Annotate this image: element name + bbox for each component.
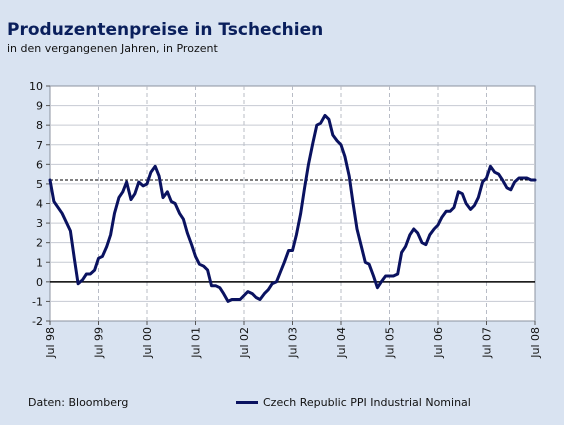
- series-line-czech-ppi: [48, 113, 537, 303]
- chart-title: Produzentenpreise in Tschechien: [7, 20, 324, 40]
- y-tick-label: -1: [32, 295, 43, 308]
- legend-label: Czech Republic PPI Industrial Nominal: [263, 396, 471, 409]
- y-tick-label: 2: [36, 237, 43, 250]
- y-tick-label: 1: [36, 256, 43, 269]
- x-tick-label: Jul 04: [335, 327, 348, 359]
- y-tick-label: -2: [32, 315, 43, 328]
- x-tick-label: Jul 03: [287, 327, 300, 359]
- x-tick-label: Jul 00: [141, 327, 154, 359]
- x-tick-label: Jul 99: [93, 327, 106, 359]
- legend: Czech Republic PPI Industrial Nominal: [236, 396, 471, 409]
- y-tick-label: 4: [36, 198, 43, 211]
- y-tick-label: 9: [36, 100, 43, 113]
- x-tick-label: Jul 02: [238, 327, 251, 359]
- x-tick-label: Jul 06: [432, 327, 445, 359]
- y-tick-label: 6: [36, 158, 43, 171]
- x-tick-label: Jul 08: [529, 327, 542, 359]
- y-tick-label: 5: [36, 178, 43, 191]
- x-tick-label: Jul 05: [384, 327, 397, 359]
- data-source-note: Daten: Bloomberg: [28, 396, 129, 409]
- y-tick-label: 0: [36, 276, 43, 289]
- y-tick-label: 7: [36, 139, 43, 152]
- y-tick-label: 3: [36, 217, 43, 230]
- y-tick-label: 10: [29, 80, 43, 93]
- x-tick-label: Jul 07: [481, 327, 494, 359]
- y-tick-label: 8: [36, 119, 43, 132]
- reference-lines: [50, 179, 535, 283]
- chart-subtitle: in den vergangenen Jahren, in Prozent: [7, 42, 218, 55]
- x-tick-label: Jul 98: [44, 327, 57, 359]
- series-layer: [48, 113, 537, 303]
- legend-swatch: [236, 401, 258, 404]
- x-tick-labels: Jul 98 Jul 99 Jul 00 Jul 01 Jul 02 Jul 03 Jul …: [44, 327, 542, 359]
- y-tick-labels: -2 -1 0 1 2 3 4 5 6 7 8 9 10: [29, 80, 43, 328]
- x-tick-label: Jul 01: [190, 327, 203, 359]
